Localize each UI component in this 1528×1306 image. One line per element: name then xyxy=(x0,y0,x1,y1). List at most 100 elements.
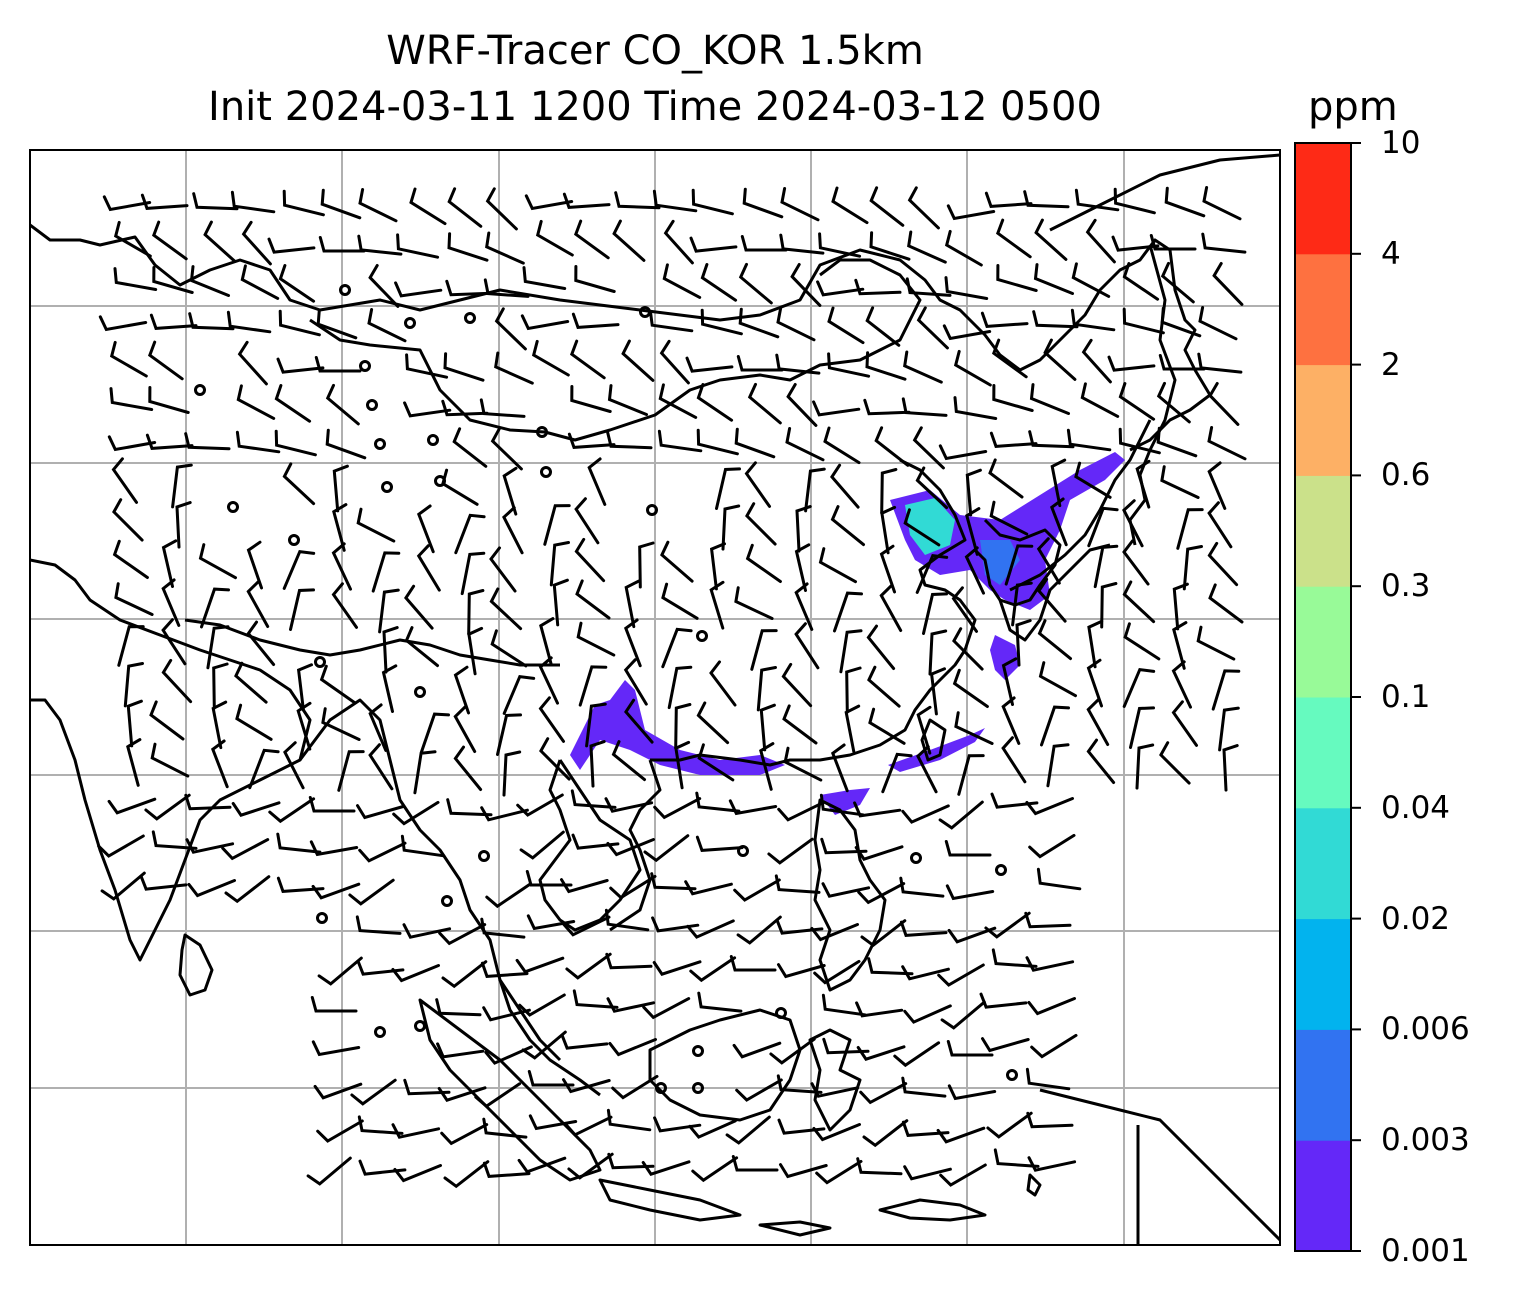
wind-barb xyxy=(454,513,486,555)
calm-wind-circle xyxy=(540,466,552,478)
wind-barb xyxy=(854,845,904,861)
wind-barb xyxy=(984,911,1031,939)
wind-barb xyxy=(1086,738,1116,784)
wind-barb xyxy=(1033,263,1074,295)
plume-korea-mid xyxy=(980,540,1020,585)
wind-barb xyxy=(738,262,773,305)
wind-barb xyxy=(441,468,479,506)
wind-barb xyxy=(659,339,690,385)
wind-barb xyxy=(467,589,485,636)
wind-barb xyxy=(1208,583,1244,624)
wind-barb xyxy=(578,665,608,707)
wind-barb xyxy=(435,998,482,1017)
wind-barb xyxy=(827,352,871,378)
wind-barb xyxy=(1026,1111,1074,1129)
wind-barb xyxy=(311,1040,361,1057)
wind-barb xyxy=(211,700,228,750)
wind-barb xyxy=(769,1037,816,1065)
wind-barb xyxy=(152,266,194,294)
wind-barb xyxy=(567,432,616,449)
colorbar-segment xyxy=(1295,253,1351,366)
wind-barb xyxy=(830,463,860,509)
wind-barb xyxy=(856,1045,906,1061)
colorbar-segment xyxy=(1295,697,1351,809)
wind-barb xyxy=(606,431,653,450)
wind-barb xyxy=(440,1123,489,1146)
wind-barb xyxy=(1001,736,1027,784)
wind-barb xyxy=(709,580,725,630)
colorbar-segment xyxy=(1295,586,1351,698)
colorbar-tick-label: 0.001 xyxy=(1381,1233,1470,1269)
wind-barb xyxy=(964,546,985,595)
wind-barb xyxy=(1074,461,1112,499)
wind-barb xyxy=(221,838,270,861)
wind-barb xyxy=(853,801,902,818)
wind-barb xyxy=(149,700,185,741)
wind-barb xyxy=(782,704,818,745)
wind-barb xyxy=(1027,997,1076,1016)
calm-wind-circle xyxy=(414,686,426,698)
wind-barb xyxy=(991,948,1038,968)
wind-barb xyxy=(126,699,143,748)
wind-barb xyxy=(438,923,487,946)
wind-barb xyxy=(268,797,316,824)
plume-korea-region xyxy=(890,452,1125,610)
coast-small-islands xyxy=(758,1173,1042,1237)
wind-barb xyxy=(606,838,655,857)
wind-barb xyxy=(674,703,692,750)
wind-barb xyxy=(624,579,641,629)
wind-barb xyxy=(759,742,775,791)
coast-philippines xyxy=(813,798,887,992)
wind-barb xyxy=(1156,426,1198,458)
colorbar-segment xyxy=(1295,807,1351,920)
wind-barb xyxy=(1211,669,1241,711)
wind-barb xyxy=(367,308,407,343)
wind-barb xyxy=(903,1004,952,1024)
wind-barb xyxy=(777,963,826,979)
wind-barb xyxy=(607,384,648,416)
wind-barb xyxy=(661,582,699,620)
wind-barb xyxy=(738,307,780,339)
wind-barb xyxy=(1197,352,1243,374)
wind-barb xyxy=(175,501,192,549)
wind-barb xyxy=(246,540,263,590)
wind-barb xyxy=(839,629,863,674)
wind-barb xyxy=(187,879,236,898)
wind-barb xyxy=(1015,619,1032,667)
wind-barb xyxy=(1025,1067,1071,1091)
wind-barb xyxy=(810,923,859,942)
wind-barb xyxy=(357,1115,404,1135)
wind-barb xyxy=(443,1160,490,1189)
wind-barb xyxy=(734,427,776,459)
wind-barb xyxy=(565,952,612,980)
wind-barb xyxy=(860,919,907,948)
wind-barb xyxy=(1046,743,1070,788)
wind-barb xyxy=(995,218,1032,259)
wind-barb xyxy=(1028,430,1075,449)
wind-barb xyxy=(1172,582,1189,631)
colorbar xyxy=(1295,143,1351,1252)
wind-barb xyxy=(206,625,230,670)
wind-barb xyxy=(161,618,187,666)
wind-barb xyxy=(700,308,743,336)
calm-wind-circle xyxy=(696,630,708,642)
wind-barb xyxy=(560,1033,609,1050)
wind-barb xyxy=(612,219,646,262)
wind-barb xyxy=(750,629,778,671)
wind-barb xyxy=(1080,382,1120,418)
wind-barb xyxy=(915,553,949,594)
wind-barb xyxy=(331,542,352,591)
wind-barb xyxy=(528,1114,578,1131)
calm-wind-circle xyxy=(692,1082,704,1094)
wind-barb xyxy=(685,356,734,373)
wind-barb xyxy=(638,541,655,589)
wind-barb xyxy=(139,874,188,891)
tracer-plume xyxy=(570,452,1125,815)
calm-wind-circle xyxy=(995,864,1007,876)
wind-barb xyxy=(996,264,1038,292)
wind-barb xyxy=(485,882,533,909)
wind-barb xyxy=(816,280,865,297)
wind-barb xyxy=(928,629,948,676)
wind-barb xyxy=(117,625,145,667)
wind-barb xyxy=(308,796,356,813)
